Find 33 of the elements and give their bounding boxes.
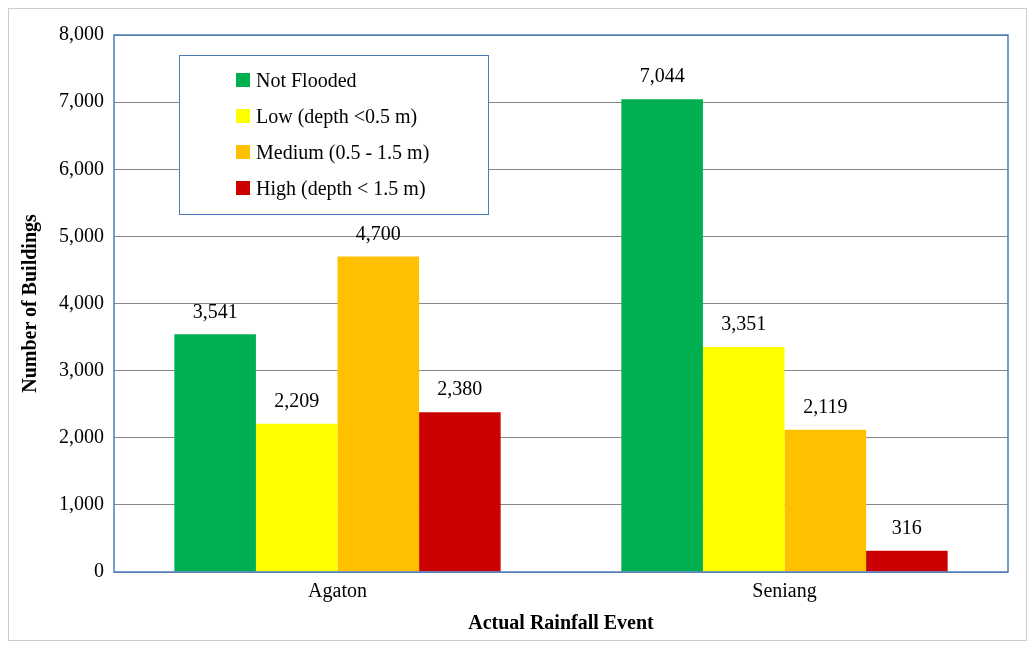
legend-label: Not Flooded bbox=[256, 68, 357, 92]
legend-label: Low (depth <0.5 m) bbox=[256, 104, 418, 128]
data-label: 4,700 bbox=[355, 221, 401, 244]
y-tick-label: 0 bbox=[94, 559, 104, 582]
data-label: 2,119 bbox=[803, 395, 848, 418]
x-tick-label: Agaton bbox=[308, 579, 367, 603]
y-tick-label: 5,000 bbox=[59, 223, 104, 246]
bar bbox=[866, 550, 948, 572]
legend-label: Medium (0.5 - 1.5 m) bbox=[256, 140, 430, 164]
bar bbox=[174, 334, 256, 572]
data-label: 2,209 bbox=[274, 388, 320, 411]
data-label: 7,044 bbox=[639, 64, 685, 87]
y-tick-label: 3,000 bbox=[59, 357, 104, 380]
bar bbox=[255, 423, 338, 572]
y-tick-label: 7,000 bbox=[59, 89, 104, 112]
bar bbox=[621, 99, 703, 572]
data-label: 316 bbox=[891, 516, 922, 539]
y-tick-label: 4,000 bbox=[59, 290, 104, 313]
x-axis-title: Actual Rainfall Event bbox=[468, 611, 655, 634]
data-label: 3,351 bbox=[721, 312, 767, 335]
bar bbox=[419, 412, 501, 572]
data-label: 3,541 bbox=[192, 299, 238, 322]
legend-label: High (depth < 1.5 m) bbox=[256, 176, 426, 200]
y-tick-label: 8,000 bbox=[59, 22, 104, 45]
data-label: 2,380 bbox=[437, 377, 483, 400]
x-tick-label: Seniang bbox=[752, 579, 817, 603]
bar bbox=[702, 347, 785, 572]
y-tick-label: 2,000 bbox=[59, 425, 104, 447]
y-tick-label: 1,000 bbox=[59, 492, 104, 515]
bar bbox=[337, 256, 420, 572]
y-axis-title: Number of Buildings bbox=[18, 214, 42, 393]
bar bbox=[784, 429, 867, 572]
y-tick-label: 6,000 bbox=[59, 156, 104, 179]
